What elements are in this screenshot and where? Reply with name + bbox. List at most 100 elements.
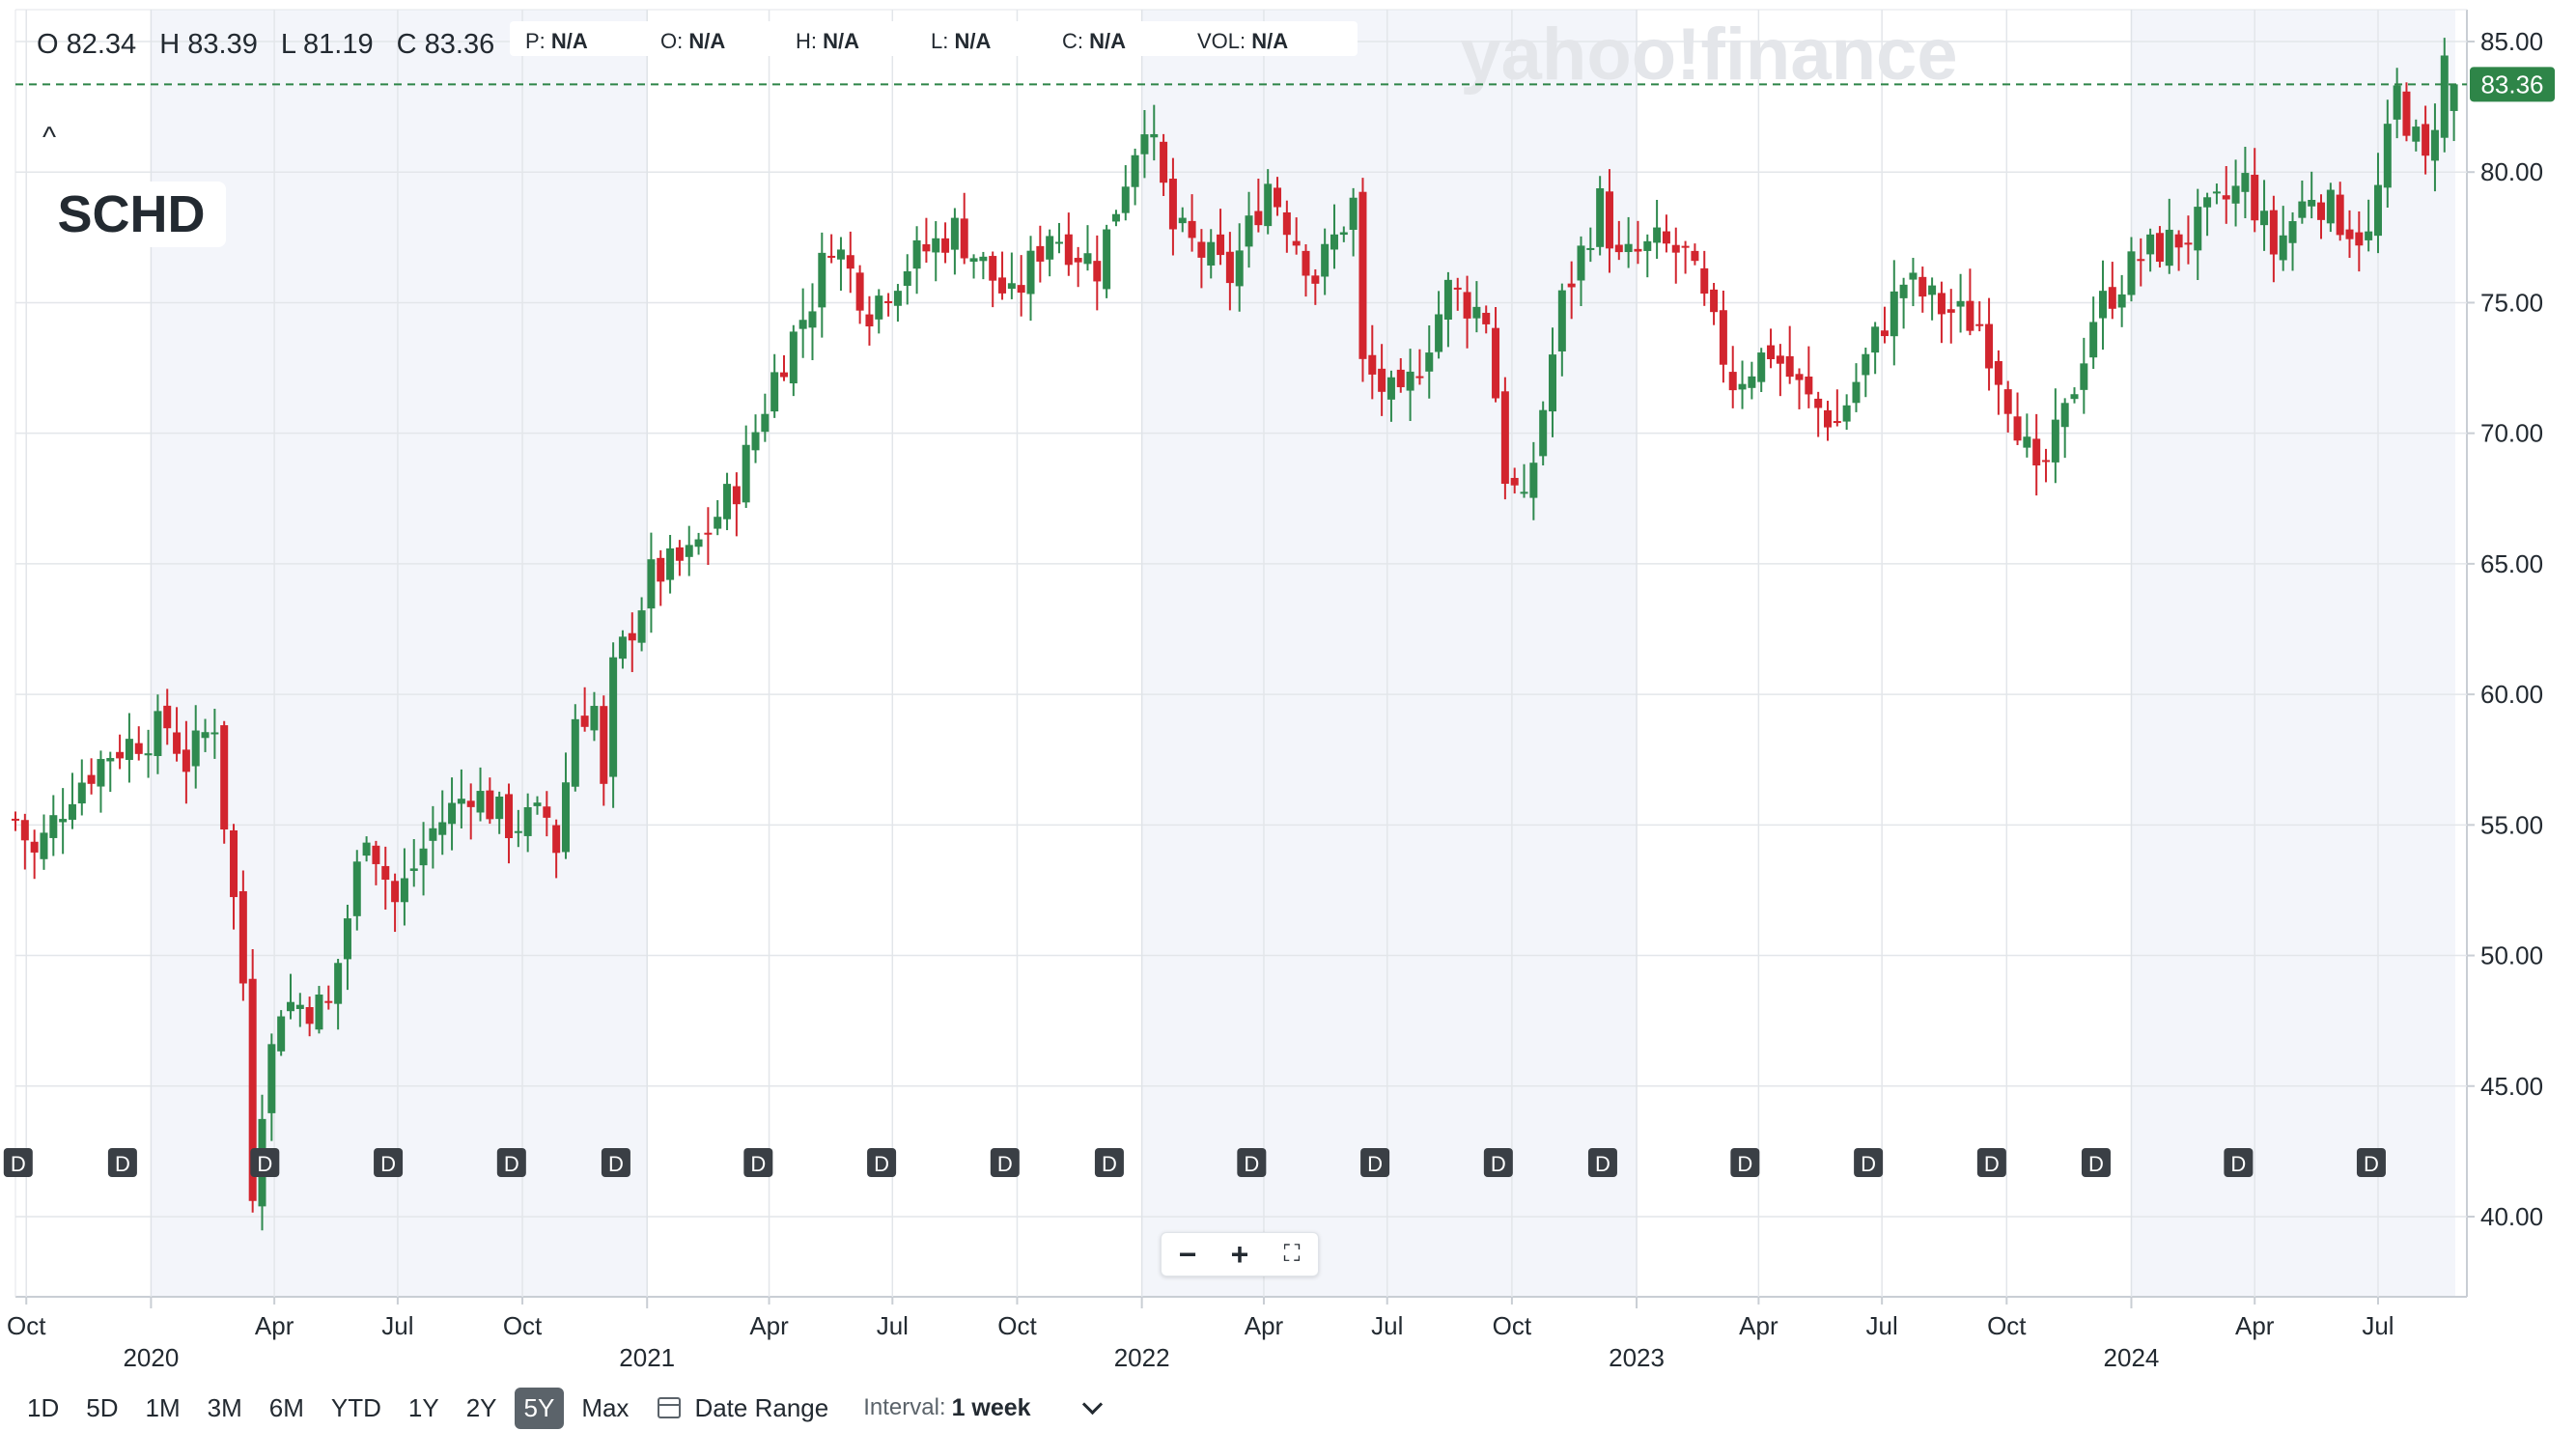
- range-button-6m[interactable]: 6M: [268, 1392, 304, 1422]
- candle-body: [1453, 287, 1462, 290]
- dividend-marker[interactable]: D: [1587, 1148, 1617, 1177]
- dividend-marker-label: D: [1102, 1152, 1117, 1176]
- dividend-marker-label: D: [2230, 1152, 2246, 1176]
- candle-body: [1482, 312, 1491, 324]
- dividend-marker[interactable]: D: [1094, 1148, 1124, 1177]
- dividend-marker[interactable]: D: [250, 1148, 280, 1177]
- range-button-3m[interactable]: 3M: [207, 1392, 242, 1422]
- candle-body: [1966, 300, 1974, 331]
- candle-body: [893, 291, 902, 306]
- candle-body: [277, 1016, 286, 1052]
- candle-body: [173, 732, 182, 754]
- candle-body: [1026, 250, 1035, 295]
- dividend-marker[interactable]: D: [374, 1148, 404, 1177]
- hover-high: H: N/A: [796, 29, 860, 53]
- dividend-marker[interactable]: D: [1730, 1148, 1760, 1177]
- dividend-marker-label: D: [874, 1152, 889, 1176]
- candle-body: [1311, 275, 1320, 284]
- candle-body: [989, 256, 997, 281]
- range-button-1y[interactable]: 1Y: [407, 1392, 439, 1422]
- range-button-5d[interactable]: 5D: [86, 1392, 119, 1422]
- candle-body: [1871, 326, 1880, 353]
- dividend-marker[interactable]: D: [3, 1148, 33, 1177]
- dividend-marker[interactable]: D: [2224, 1148, 2254, 1177]
- candle-body: [2127, 251, 2136, 295]
- candle-body: [1178, 217, 1187, 224]
- candle-body: [2373, 184, 2382, 237]
- candle-body: [248, 978, 257, 1201]
- candle-body: [960, 218, 968, 259]
- candle-body: [2440, 55, 2449, 138]
- range-button-1m[interactable]: 1M: [145, 1392, 181, 1422]
- candle-body: [1217, 234, 1225, 256]
- candle-body: [429, 828, 437, 841]
- fullscreen-icon[interactable]: ⛶: [1283, 1241, 1301, 1267]
- interval-select[interactable]: Interval: 1 week: [863, 1393, 1103, 1422]
- candle-body: [932, 238, 940, 253]
- candle-body: [514, 830, 522, 833]
- collapse-chevron-icon[interactable]: ^: [42, 122, 57, 154]
- candle-body: [1842, 405, 1851, 422]
- x-year-label: 2023: [1609, 1343, 1665, 1372]
- candle-body: [533, 802, 542, 806]
- candle-body: [1017, 285, 1025, 294]
- range-button-2y[interactable]: 2Y: [465, 1392, 497, 1422]
- candle-body: [647, 559, 656, 609]
- dividend-marker[interactable]: D: [990, 1148, 1020, 1177]
- candle-body: [1823, 409, 1832, 428]
- dividend-marker[interactable]: D: [107, 1148, 137, 1177]
- zoom-out-button[interactable]: −: [1178, 1237, 1197, 1272]
- candle-body: [1899, 284, 1908, 298]
- candle-body: [543, 806, 551, 818]
- candle-body: [97, 759, 105, 787]
- candle-body: [1321, 243, 1330, 277]
- dividend-marker[interactable]: D: [2081, 1148, 2111, 1177]
- candle-body: [438, 822, 447, 835]
- candle-body: [1235, 250, 1244, 287]
- dividend-marker[interactable]: D: [2356, 1148, 2386, 1177]
- candle-body: [1500, 391, 1509, 485]
- dividend-marker[interactable]: D: [867, 1148, 897, 1177]
- chevron-down-icon: [1081, 1393, 1103, 1415]
- hover-open: O: N/A: [660, 29, 726, 53]
- ohlc-open: O 82.34: [37, 29, 137, 60]
- dividend-marker-label: D: [1984, 1152, 2000, 1176]
- candle-body: [941, 238, 950, 253]
- candle-body: [1292, 240, 1301, 246]
- candle-body: [561, 782, 570, 853]
- dividend-marker[interactable]: D: [496, 1148, 526, 1177]
- date-range-button[interactable]: Date Range: [658, 1393, 828, 1423]
- range-toolbar: 1D 5D 1M 3M 6M YTD 1Y 2Y 5Y Max Date Range Interv…: [17, 1385, 1103, 1431]
- candle-body: [1103, 229, 1111, 290]
- dividend-marker[interactable]: D: [1854, 1148, 1884, 1177]
- dividend-marker[interactable]: D: [743, 1148, 773, 1177]
- candle-body: [1767, 345, 1776, 359]
- candle-body: [979, 256, 988, 262]
- range-buttons: 1D 5D 1M 3M 6M YTD 1Y 2Y 5Y Max: [17, 1387, 646, 1429]
- candle-body: [1435, 314, 1443, 352]
- dividend-marker[interactable]: D: [601, 1148, 630, 1177]
- candle-body: [201, 732, 210, 739]
- candle-body: [1245, 215, 1253, 247]
- candle-body: [144, 753, 153, 756]
- candle-body: [2023, 436, 2031, 448]
- dividend-marker[interactable]: D: [1483, 1148, 1513, 1177]
- range-button-5y[interactable]: 5Y: [514, 1387, 565, 1429]
- candle-body: [836, 249, 845, 260]
- candle-body: [1653, 227, 1662, 243]
- candle-body: [12, 818, 19, 821]
- range-button-max[interactable]: Max: [581, 1392, 630, 1422]
- candle-body: [40, 832, 48, 859]
- x-year-label: 2021: [619, 1343, 675, 1372]
- dividend-marker[interactable]: D: [1237, 1148, 1267, 1177]
- zoom-in-button[interactable]: +: [1230, 1237, 1249, 1272]
- candle-body: [2422, 124, 2430, 156]
- range-button-ytd[interactable]: YTD: [330, 1392, 381, 1422]
- dividend-marker[interactable]: D: [1360, 1148, 1390, 1177]
- dividend-marker-label: D: [2088, 1152, 2104, 1176]
- range-button-1d[interactable]: 1D: [27, 1392, 60, 1422]
- dividend-marker[interactable]: D: [1976, 1148, 2006, 1177]
- dividend-marker-label: D: [1737, 1152, 1752, 1176]
